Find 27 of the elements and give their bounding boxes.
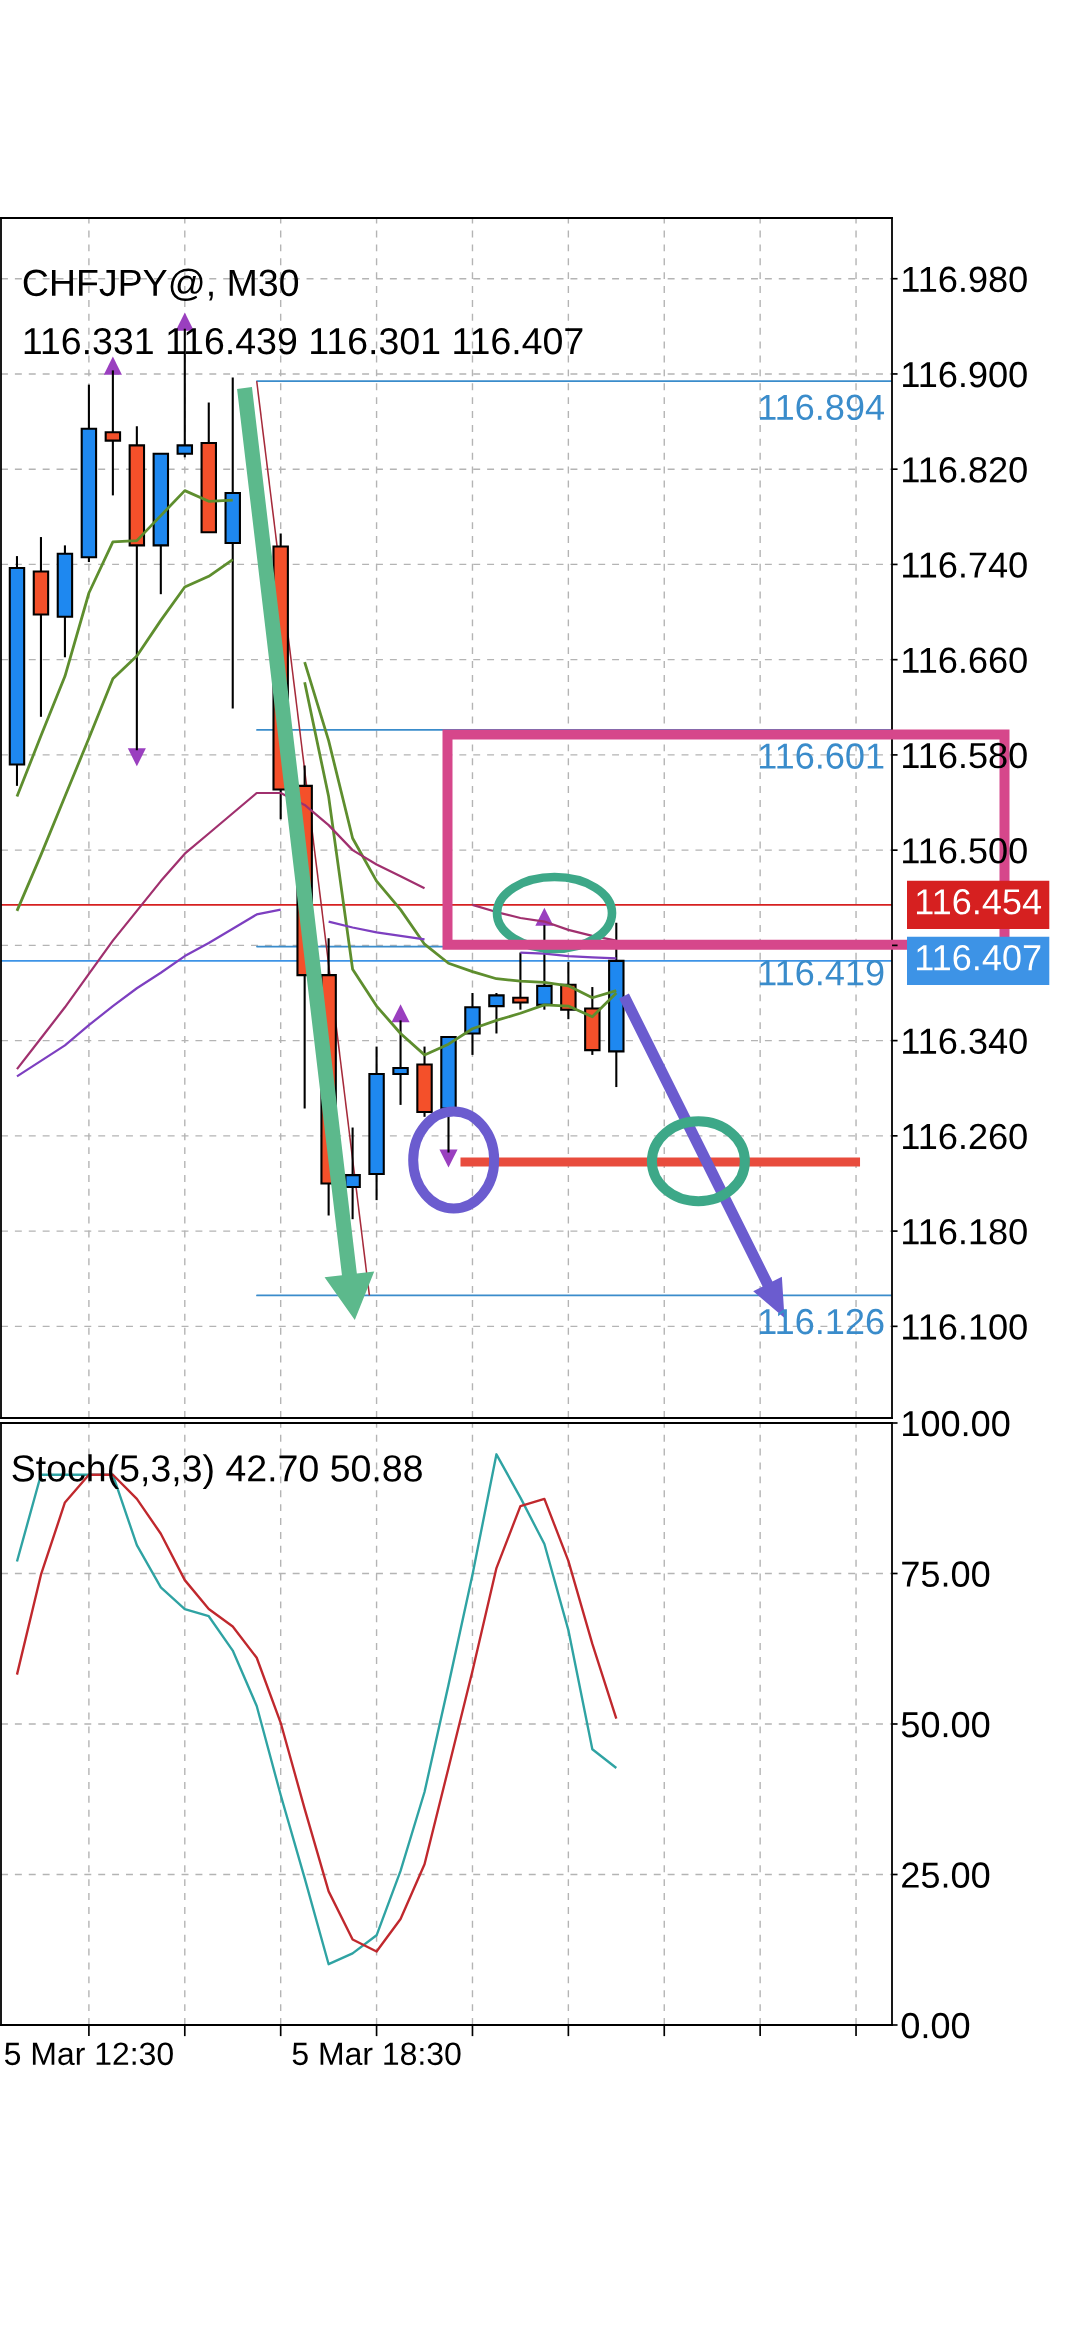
y-tick-label: 116.660 <box>903 647 1027 674</box>
text: CHFJPY@, M30 <box>23 268 299 301</box>
ref-line-label: 116.126 <box>759 1308 884 1335</box>
ref-line-label: 116.419 <box>759 960 884 986</box>
y-tick-label: 116.180 <box>903 1218 1027 1245</box>
candlestick <box>488 991 505 1035</box>
ref-line-label: 116.407 <box>916 944 1041 971</box>
y-tick-label: 116.340 <box>903 1028 1027 1055</box>
y-tick-label: 116.260 <box>903 1123 1027 1150</box>
ref-line-label: 116.894 <box>759 394 885 421</box>
y-tick-label: 0.00 <box>901 2012 970 2039</box>
text: Stoch(5,3,3) 42.70 50.88 <box>12 1454 422 1490</box>
ref-line-label: 116.601 <box>759 743 884 769</box>
y-tick-label: 116.820 <box>903 457 1027 483</box>
y-tick-label: 116.740 <box>903 552 1027 578</box>
candlestick <box>344 1126 361 1221</box>
y-tick-label: 25.00 <box>902 1862 990 1888</box>
y-tick-label: 75.00 <box>902 1561 990 1587</box>
x-tick-label: 5 Mar 18:30 <box>292 2042 461 2066</box>
y-tick-label: 100.00 <box>903 1410 1010 1437</box>
x-tick-label: 5 Mar 12:30 <box>4 2042 173 2066</box>
y-tick-label: 116.900 <box>903 361 1027 388</box>
candlestick <box>512 951 529 1011</box>
y-tick-label: 50.00 <box>901 1711 990 1738</box>
ref-line-label: 116.454 <box>916 889 1042 915</box>
y-tick-label: 116.980 <box>903 266 1027 293</box>
y-tick-label: 116.100 <box>903 1314 1027 1340</box>
